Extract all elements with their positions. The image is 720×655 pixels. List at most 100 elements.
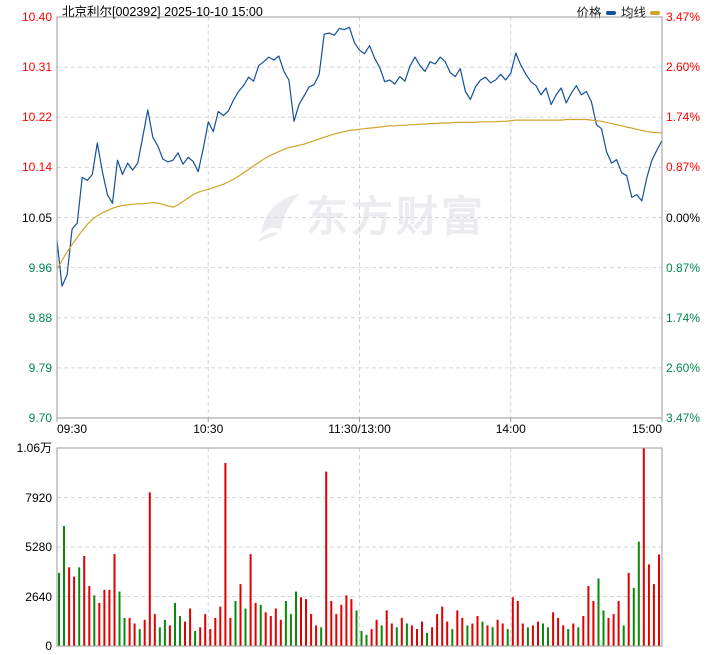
volume-bar: [421, 621, 423, 646]
volume-bar: [496, 619, 499, 647]
volume-bar: [163, 619, 166, 647]
volume-bar: [123, 617, 126, 646]
volume-bar: [254, 602, 257, 646]
volume-bar: [410, 625, 413, 646]
volume-bar: [360, 631, 363, 646]
volume-bar: [315, 625, 318, 646]
volume-bar: [607, 617, 610, 646]
volume-bar: [229, 617, 232, 646]
volume-bar: [476, 616, 479, 646]
volume-bar: [274, 608, 277, 646]
volume-bar: [380, 625, 383, 646]
volume-bar: [244, 608, 247, 646]
volume-bar: [622, 625, 625, 646]
volume-bar: [224, 463, 227, 646]
volume-bar: [158, 627, 161, 647]
volume-bar: [521, 623, 524, 646]
volume-bar: [637, 541, 640, 646]
volume-bar: [209, 629, 212, 646]
volume-bar: [289, 614, 292, 646]
volume-bar: [78, 567, 81, 647]
volume-bar: [486, 625, 489, 646]
price-line: [56, 26, 663, 287]
volume-bar: [128, 617, 131, 646]
volume-bar: [537, 621, 539, 646]
volume-bar: [355, 610, 358, 646]
volume-bar: [83, 556, 86, 646]
volume-bar: [441, 606, 444, 646]
volume-bar: [562, 625, 565, 646]
volume-bar: [526, 627, 529, 647]
volume-bar: [567, 629, 570, 646]
volume-bar: [335, 614, 338, 646]
volume-bar: [148, 492, 151, 647]
volume-bar: [416, 629, 418, 646]
volume-bar: [179, 616, 181, 646]
volume-bar: [516, 601, 519, 646]
volume-bar: [204, 614, 207, 646]
eastmoney-logo-icon: [258, 194, 300, 241]
volume-bar: [572, 623, 575, 646]
volume-bar: [400, 617, 403, 646]
volume-bar: [385, 610, 388, 646]
volume-bar: [466, 625, 469, 646]
volume-bar: [249, 554, 252, 646]
volume-bar: [436, 614, 439, 646]
volume-bar: [597, 578, 600, 646]
volume-bar: [103, 589, 106, 647]
volume-bar: [305, 599, 307, 646]
volume-bar: [199, 627, 202, 647]
volume-bar: [330, 601, 333, 646]
volume-bar: [133, 623, 136, 646]
volume-bar: [153, 614, 156, 646]
volume-bar: [239, 584, 242, 646]
volume-bar: [295, 591, 297, 646]
volume-bar: [587, 586, 590, 646]
volume-bar: [108, 589, 111, 647]
volume-bar: [58, 572, 60, 646]
volume-bar: [632, 587, 635, 646]
volume-bar: [426, 632, 428, 646]
volume-bar: [325, 471, 328, 646]
volume-bar: [658, 554, 660, 646]
volume-bar: [431, 627, 434, 647]
volume-bar: [405, 623, 408, 646]
volume-bar: [602, 610, 605, 646]
volume-bar: [501, 623, 504, 646]
volume-bar: [582, 616, 585, 646]
volume-bar: [98, 602, 101, 646]
volume-bar: [138, 629, 141, 646]
watermark: 东方财富: [256, 192, 486, 242]
volume-bar: [612, 614, 615, 646]
volume-bar: [390, 623, 393, 646]
volume-bar: [345, 595, 348, 646]
volume-bar: [284, 601, 287, 646]
volume-bar: [375, 619, 378, 647]
volume-bar: [506, 629, 509, 646]
volume-bar: [264, 612, 267, 647]
volume-bar: [481, 621, 484, 646]
volume-bar: [617, 601, 620, 646]
volume-bar: [113, 554, 116, 646]
volume-bar: [531, 625, 534, 646]
volume-bar: [491, 627, 494, 647]
volume-bar: [259, 604, 262, 647]
volume-bar: [93, 595, 96, 646]
volume-bar: [234, 601, 237, 646]
volume-bar: [189, 608, 192, 646]
volume-panel-border: [56, 447, 663, 647]
volume-bar: [652, 584, 655, 646]
volume-bar: [511, 597, 514, 647]
volume-bar: [471, 623, 474, 646]
volume-bar: [88, 586, 91, 646]
average-line: [56, 118, 662, 270]
volume-bar: [219, 606, 222, 646]
volume-bar: [118, 591, 121, 646]
chart-title: 北京利尔[002392] 2025-10-10 15:00: [62, 5, 263, 19]
volume-bar: [73, 576, 76, 646]
volume-bar: [63, 526, 65, 646]
volume-bar: [395, 627, 398, 647]
volume-bar: [642, 448, 645, 646]
